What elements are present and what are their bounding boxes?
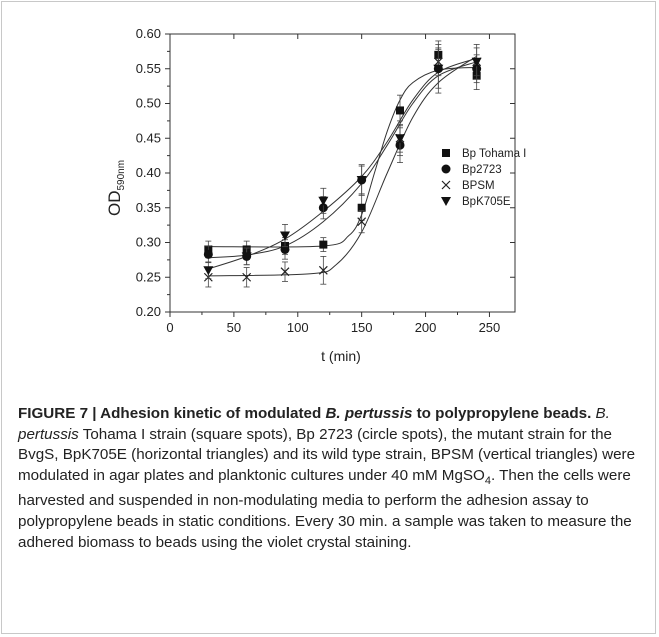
chart-axes: 0 50 100 150 200 250 0.20 0.25 0.30 0.35 0.40 0.45 0… — [136, 26, 516, 335]
y-axis-label-main: OD — [105, 191, 124, 217]
legend-marker-circle — [441, 164, 451, 174]
legend-label: Bp Tohama I — [462, 148, 526, 160]
x-tick-label: 150 — [351, 320, 373, 335]
caption-body-2: . Then the cells were harvested and susp… — [18, 466, 632, 551]
x-tick-label: 200 — [415, 320, 437, 335]
data-point-square — [319, 240, 328, 249]
data-point-square — [396, 106, 404, 115]
y-axis-label: OD590nm — [105, 160, 127, 216]
legend: Bp Tohama I Bp2723 BPSM BpK705E — [441, 148, 526, 208]
y-tick-label: 0.45 — [136, 130, 161, 145]
x-tick-label: 0 — [166, 320, 173, 335]
y-tick-label: 0.55 — [136, 61, 161, 76]
y-axis-label-sub: 590nm — [116, 160, 127, 191]
x-axis-label: t (min) — [321, 348, 361, 364]
caption-body-1: Tohama I strain (square spots), Bp 2723 … — [18, 425, 636, 484]
x-tick-label: 100 — [287, 320, 309, 335]
caption-title-species: B. pertussis — [325, 405, 413, 422]
caption-title: FIGURE 7 | Adhesion kinetic of modulated… — [18, 405, 591, 422]
y-tick-label: 0.50 — [136, 96, 161, 111]
y-tick-label: 0.20 — [136, 304, 161, 319]
data-point-triangle-down — [356, 175, 367, 185]
caption-title-end: to polypropylene beads. — [412, 405, 592, 422]
y-tick-label: 0.25 — [136, 269, 161, 284]
y-tick-label: 0.30 — [136, 235, 161, 250]
legend-label: Bp2723 — [462, 164, 502, 176]
data-point-square — [357, 203, 366, 212]
y-tick-label: 0.60 — [136, 26, 161, 41]
data-point-circle — [280, 244, 290, 254]
data-point-x — [318, 265, 328, 275]
data-point-circle — [203, 249, 213, 259]
data-markers — [203, 40, 482, 288]
data-point-triangle-down — [203, 266, 214, 276]
data-point-triangle-down — [433, 64, 444, 74]
y-tick-label: 0.40 — [136, 165, 161, 180]
data-point-triangle-down — [471, 57, 482, 67]
caption-title-text: FIGURE 7 | Adhesion kinetic of modulated — [18, 405, 326, 422]
caption-subscript: 4 — [484, 474, 491, 487]
caption-species: B. pertussis — [18, 405, 610, 443]
data-point-x — [242, 272, 252, 282]
data-point-triangle-down — [280, 231, 290, 241]
data-point-x — [280, 267, 290, 277]
figure-caption: FIGURE 7 | Adhesion kinetic of modulated… — [18, 404, 640, 553]
fit-curves — [208, 55, 477, 277]
x-tick-label: 50 — [227, 320, 241, 335]
x-tick-label: 250 — [479, 320, 501, 335]
legend-label: BpK705E — [462, 196, 511, 208]
fit-curve-3 — [208, 55, 477, 277]
legend-label: BPSM — [462, 180, 495, 192]
data-point-x — [357, 217, 367, 227]
fit-curve-2 — [208, 61, 477, 259]
data-point-triangle-down — [241, 252, 252, 262]
legend-marker-square — [442, 149, 450, 157]
legend-marker-triangle-down — [441, 197, 451, 206]
legend-marker-x — [441, 180, 451, 190]
data-point-triangle-down — [395, 134, 405, 144]
chart: 0 50 100 150 200 250 0.20 0.25 0.30 0.35 0.40 0.45 0… — [105, 26, 526, 364]
y-tick-label: 0.35 — [136, 200, 161, 215]
fit-curve-4 — [208, 57, 477, 270]
data-point-triangle-down — [318, 196, 329, 206]
fit-curve-1 — [208, 66, 477, 248]
